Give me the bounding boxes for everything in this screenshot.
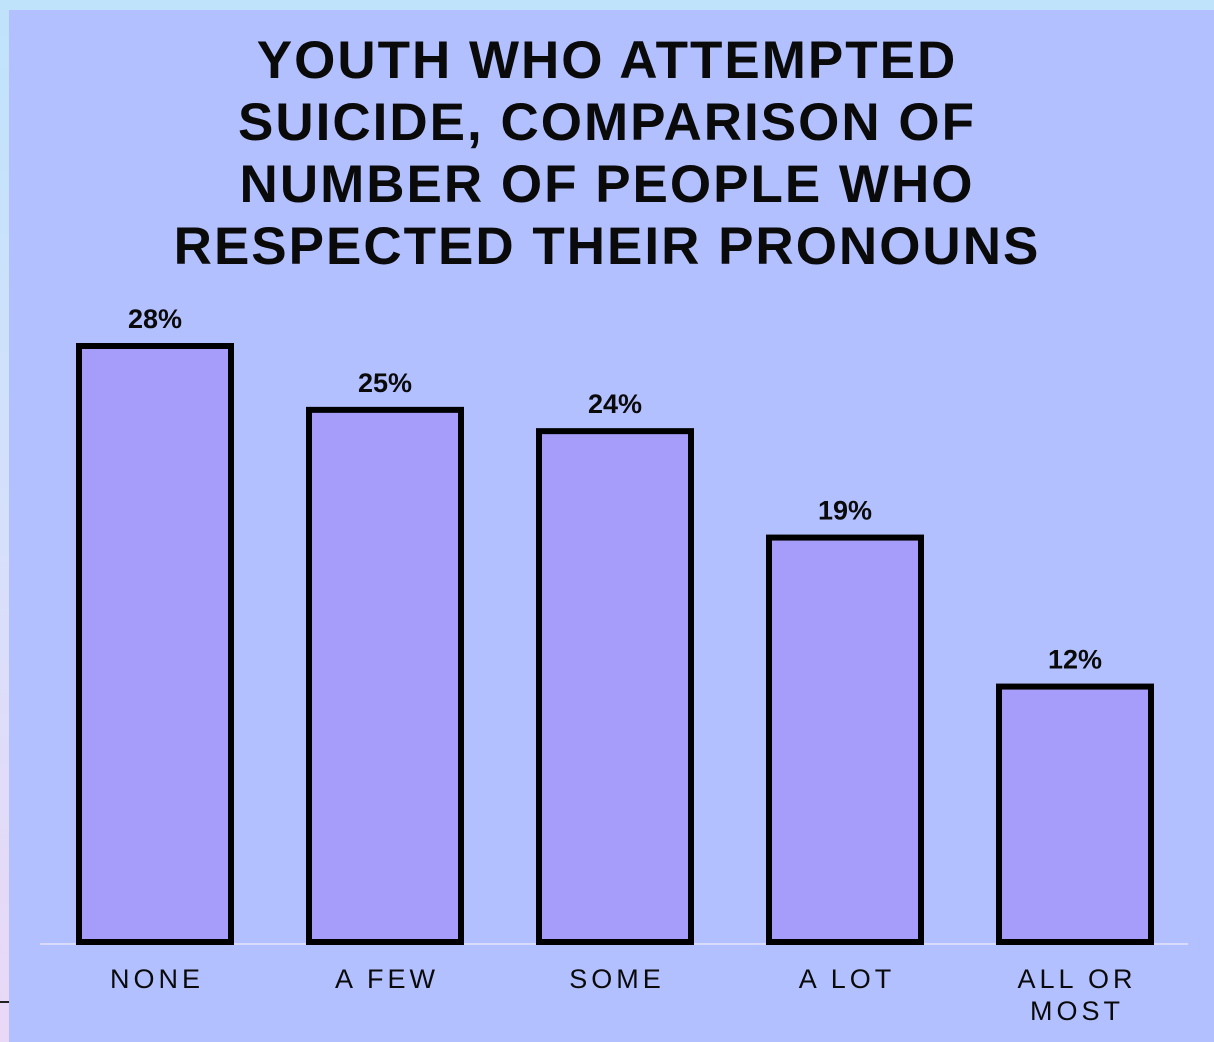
chart-title-line-3: NUMBER OF PEOPLE WHO: [239, 155, 975, 214]
chart-title-line-2: SUICIDE, COMPARISON OF: [238, 93, 976, 152]
chart-title-line-4: RESPECTED THEIR PRONOUNS: [173, 217, 1041, 276]
bar-none: [76, 343, 234, 945]
chart-title: YOUTH WHO ATTEMPTED SUICIDE, COMPARISON …: [0, 30, 1214, 278]
data-label: 24%: [588, 389, 642, 419]
data-label: 12%: [1048, 645, 1102, 675]
x-tick-label: SOME: [569, 964, 665, 994]
data-label: 19%: [818, 496, 872, 526]
data-label: 25%: [358, 368, 412, 398]
x-tick-label: A FEW: [335, 964, 439, 994]
bar-all-or-most: [996, 683, 1154, 945]
bar-some: [536, 428, 694, 945]
x-tick-label: NONE: [110, 964, 204, 994]
bar-a-few: [306, 406, 464, 946]
x-tick-label: A LOT: [799, 964, 896, 994]
x-tick-label: ALL OR MOST: [1017, 964, 1136, 1026]
data-label: 28%: [128, 304, 182, 334]
edge-tick: [0, 1001, 9, 1003]
bar-a-lot: [766, 534, 924, 945]
chart-title-line-1: YOUTH WHO ATTEMPTED: [256, 31, 958, 90]
